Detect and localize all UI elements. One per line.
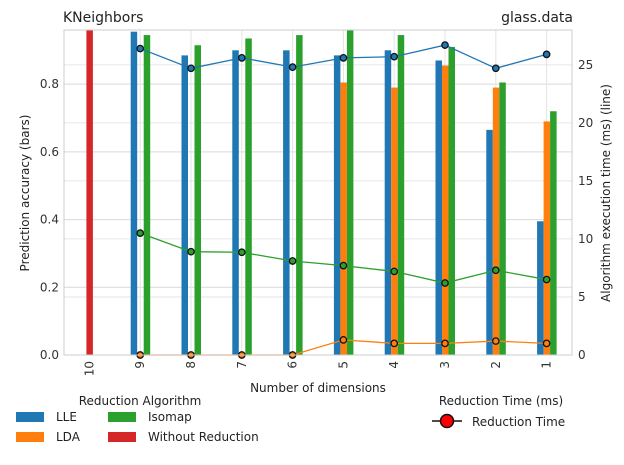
y-tick-right-1: 5 [578,290,586,304]
point-isomap-6 [288,257,297,265]
point-lle-8 [187,64,195,73]
bar-isomap-7 [245,38,252,356]
y-tick-left-4: 0.8 [40,77,59,91]
legend-label-without-reduction: Without Reduction [148,430,259,444]
legend-swatch-isomap [108,412,136,422]
point-isomap-4 [390,267,399,276]
point-lda-3 [441,339,449,348]
bar-isomap-3 [448,46,455,355]
x-tick-3: 7 [235,361,249,369]
point-lda-4 [390,339,399,348]
x-axis-label: Number of dimensions [250,381,386,395]
bar-lle-2 [486,129,493,355]
bar-isomap-4 [397,35,405,355]
bar-isomap-8 [194,45,201,355]
legend-label-isomap: Isomap [148,410,192,424]
y-axis-label-left: Prediction accuracy (bars) [18,115,32,272]
point-lle-9 [136,44,145,53]
bar-isomap-2 [499,82,506,355]
legend-right-title: Reduction Time (ms) [439,394,563,408]
point-lle-3 [441,41,449,49]
bar-lle-8 [181,55,188,355]
bar-without-reduction-10 [86,30,93,355]
x-tick-6: 4 [387,361,401,369]
legend-swatch-without-reduction [108,432,136,442]
legend-reduction-time: Reduction Time (ms) Reduction Time [432,394,565,429]
legend-reduction-algorithm: Reduction Algorithm LLE Isomap LDA Without … [16,394,259,444]
y-tick-right-2: 10 [578,232,593,246]
bar-isomap-6 [296,35,303,355]
bars [86,30,557,356]
point-isomap-9 [136,229,145,237]
legend-label-reduction-time: Reduction Time [472,415,565,429]
point-lle-5 [339,54,348,62]
x-tick-0: 10 [82,361,96,376]
x-tick-2: 8 [184,361,198,369]
bar-lle-1 [537,221,544,355]
plot-frame [63,29,573,356]
bar-lda-2 [492,87,500,355]
legend-swatch-lda [16,432,44,442]
y-tick-right-5: 25 [578,58,593,72]
y-axis-label-right: Algorithm execution time (ms) (line) [599,84,613,302]
ticks: 0.0 0.2 0.4 0.6 0.8 0 5 10 15 20 25 10 9 8 7 6 5 4 3 2 1 [40,58,593,376]
x-tick-9: 1 [540,361,554,369]
point-lle-7 [237,54,246,62]
bar-lda-1 [543,121,551,355]
bar-isomap-9 [143,35,151,355]
legend-marker-reduction-time [439,413,455,429]
bar-lle-6 [283,50,290,355]
legend-swatch-lle [16,412,44,422]
legend-label-lda: LDA [56,430,81,444]
point-lle-6 [288,63,297,71]
bar-lle-4 [384,50,392,355]
x-tick-7: 3 [438,361,452,369]
point-isomap-3 [441,279,449,287]
lines [136,41,551,359]
bar-lle-3 [435,60,442,355]
point-isomap-2 [491,266,500,275]
point-isomap-8 [187,247,195,256]
bar-isomap-1 [550,111,557,355]
y-tick-left-0: 0.0 [40,348,59,362]
chart-title-left: KNeighbors [63,10,143,26]
point-isomap-7 [237,248,246,257]
chart-title-right: glass.data [501,10,573,26]
point-isomap-1 [542,275,551,284]
bar-lda-4 [391,87,398,355]
legend-label-lle: LLE [56,410,77,424]
y-tick-right-0: 0 [578,348,586,362]
legend-left-title: Reduction Algorithm [79,394,202,408]
point-lle-2 [491,64,500,73]
x-tick-1: 9 [133,361,147,369]
bar-lle-9 [130,31,138,355]
point-lle-4 [390,52,399,61]
point-lda-5 [339,336,348,344]
y-tick-right-4: 20 [578,116,593,130]
x-tick-8: 2 [489,361,503,369]
point-isomap-5 [339,261,348,270]
bar-lle-7 [232,50,239,355]
bar-lda-3 [442,65,449,355]
y-tick-left-3: 0.6 [40,145,59,159]
y-tick-right-3: 15 [578,174,593,188]
point-lda-2 [491,337,500,345]
x-tick-4: 6 [286,361,300,369]
bar-lle-5 [333,55,341,355]
y-tick-left-2: 0.4 [40,213,59,227]
plot-border [63,29,573,356]
x-tick-5: 5 [336,361,350,369]
point-lle-1 [542,50,551,59]
y-tick-left-1: 0.2 [40,280,59,294]
point-lda-1 [542,339,551,348]
bar-lda-5 [340,82,347,355]
bar-isomap-5 [346,30,354,355]
